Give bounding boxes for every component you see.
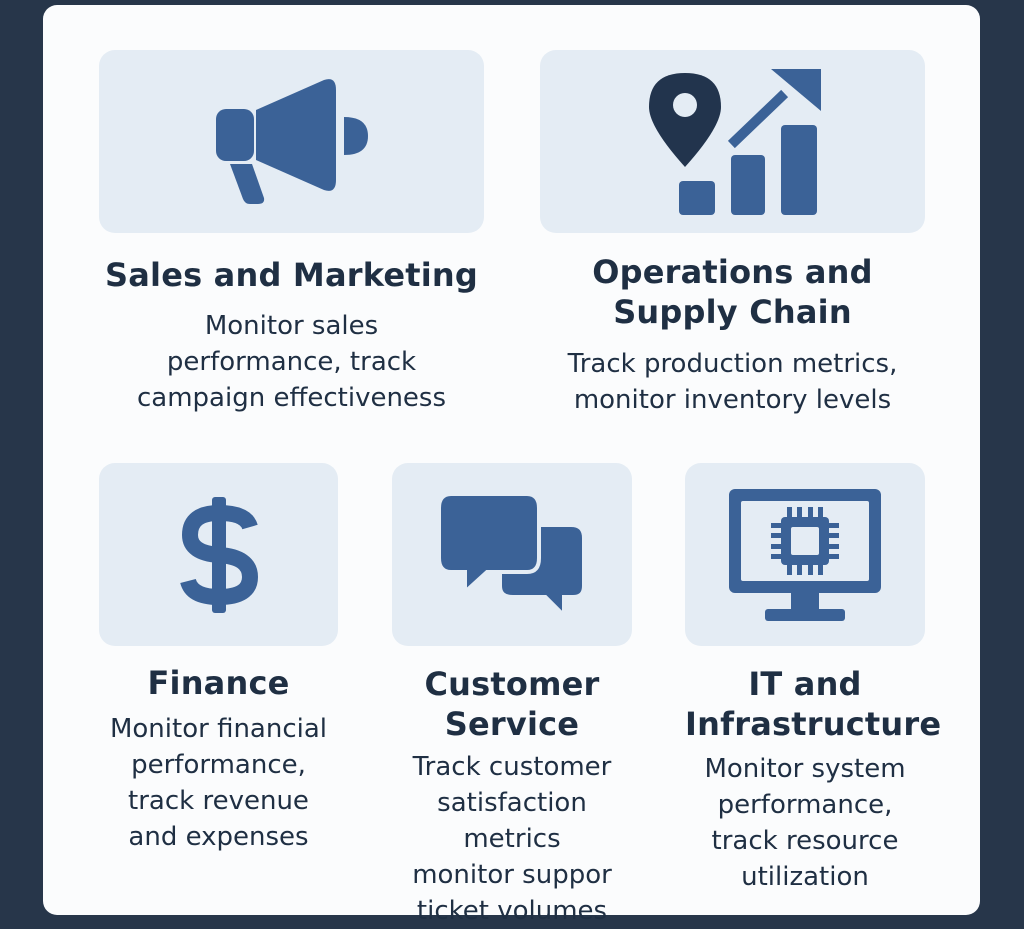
icon-tile	[540, 50, 925, 233]
icon-tile	[685, 463, 925, 646]
megaphone-icon	[215, 78, 368, 204]
monitor-chip-icon	[729, 488, 881, 621]
card-title: Supply Chain	[613, 293, 852, 331]
card-description-line: Track production metrics,	[567, 349, 898, 379]
card-customer-service: Customer Service Track customer satisfac…	[392, 463, 632, 926]
card-description-line: Monitor sales	[204, 311, 379, 341]
icon-tile	[99, 50, 484, 233]
card-description-line: monitor inventory levels	[573, 385, 892, 415]
card-title: IT and	[748, 665, 862, 703]
card-it-infrastructure: IT and Infrastructure Monitor system per…	[685, 463, 942, 892]
card-operations-supply-chain: Operations and Supply Chain Track produc…	[540, 50, 925, 430]
card-description-line: and expenses	[128, 822, 309, 852]
card-description-line: utilization	[741, 862, 869, 892]
card-title: Finance	[147, 664, 290, 702]
icon-tile	[99, 463, 338, 646]
location-growth-chart-icon	[648, 68, 821, 215]
card-description-line: track resource	[711, 826, 899, 856]
card-description-line: campaign effectiveness	[136, 383, 447, 413]
card-title: Service	[444, 705, 580, 743]
card-title: Infrastructure	[685, 705, 942, 743]
card-title: Sales and Marketing	[104, 256, 479, 294]
icon-tile	[392, 463, 632, 646]
card-sales-marketing: Sales and Marketing Monitor sales perfor…	[99, 50, 484, 430]
card-title: Customer	[424, 665, 600, 703]
card-description-line: Track customer	[412, 752, 612, 782]
card-description-line: performance, track	[166, 347, 417, 377]
dollar-icon	[179, 496, 258, 613]
card-description-line: Monitor financial	[109, 714, 328, 744]
card-description-line: Monitor system	[704, 754, 906, 784]
card-description-line: ticket volumes	[416, 896, 608, 926]
card-description-line: monitor suppor	[412, 860, 612, 890]
card-description-line: satisfaction metrics	[437, 788, 587, 854]
card-description-line: performance,	[717, 790, 893, 820]
chat-bubbles-icon	[437, 491, 587, 620]
card-description-line: track revenue	[128, 786, 309, 816]
card-finance: Finance Monitor financial performance, t…	[99, 463, 338, 883]
card-title: Operations and	[592, 253, 873, 291]
card-description-line: performance,	[131, 750, 306, 780]
